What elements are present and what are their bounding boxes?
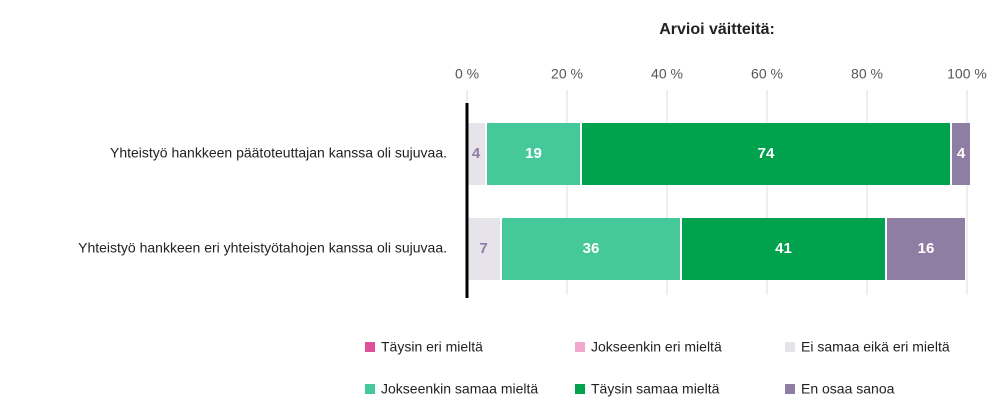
- x-tick-label: 100 %: [947, 66, 987, 82]
- data-label: 74: [758, 145, 775, 162]
- chart-title: Arvioi väitteitä:: [659, 21, 775, 38]
- data-label: 16: [918, 240, 935, 257]
- bar-segment: [682, 218, 885, 280]
- legend-swatch: [365, 342, 375, 352]
- x-tick-label: 60 %: [751, 66, 783, 82]
- x-tick-label: 80 %: [851, 66, 883, 82]
- data-label: 4: [957, 145, 966, 162]
- legend-label: En osaa sanoa: [801, 381, 895, 397]
- bar-segment: [502, 218, 680, 280]
- data-label: 36: [583, 240, 600, 257]
- y-tick-label: Yhteistyö hankkeen päätoteuttajan kanssa…: [110, 145, 447, 161]
- x-tick-label: 40 %: [651, 66, 683, 82]
- legend-swatch: [365, 384, 375, 394]
- legend-label: Jokseenkin eri mieltä: [591, 339, 722, 355]
- data-label: 19: [525, 145, 542, 162]
- data-label: 41: [775, 240, 792, 257]
- legend-swatch: [785, 342, 795, 352]
- legend-label: Täysin samaa mieltä: [591, 381, 720, 397]
- legend-swatch: [575, 384, 585, 394]
- legend-swatch: [575, 342, 585, 352]
- legend-swatch: [785, 384, 795, 394]
- bar-segment: [582, 123, 950, 185]
- legend-label: Täysin eri mieltä: [381, 339, 483, 355]
- x-tick-label: 0 %: [455, 66, 479, 82]
- bar-segment: [487, 123, 580, 185]
- legend-label: Ei samaa eikä eri mieltä: [801, 339, 950, 355]
- bar-segment: [887, 218, 965, 280]
- bar-segment: [952, 123, 970, 185]
- bar-segment: [467, 123, 485, 185]
- data-label: 4: [472, 145, 481, 162]
- x-tick-label: 20 %: [551, 66, 583, 82]
- data-label: 7: [479, 240, 487, 257]
- bar-segment: [467, 218, 500, 280]
- legend-label: Jokseenkin samaa mieltä: [381, 381, 538, 397]
- y-tick-label: Yhteistyö hankkeen eri yhteistyötahojen …: [78, 240, 447, 256]
